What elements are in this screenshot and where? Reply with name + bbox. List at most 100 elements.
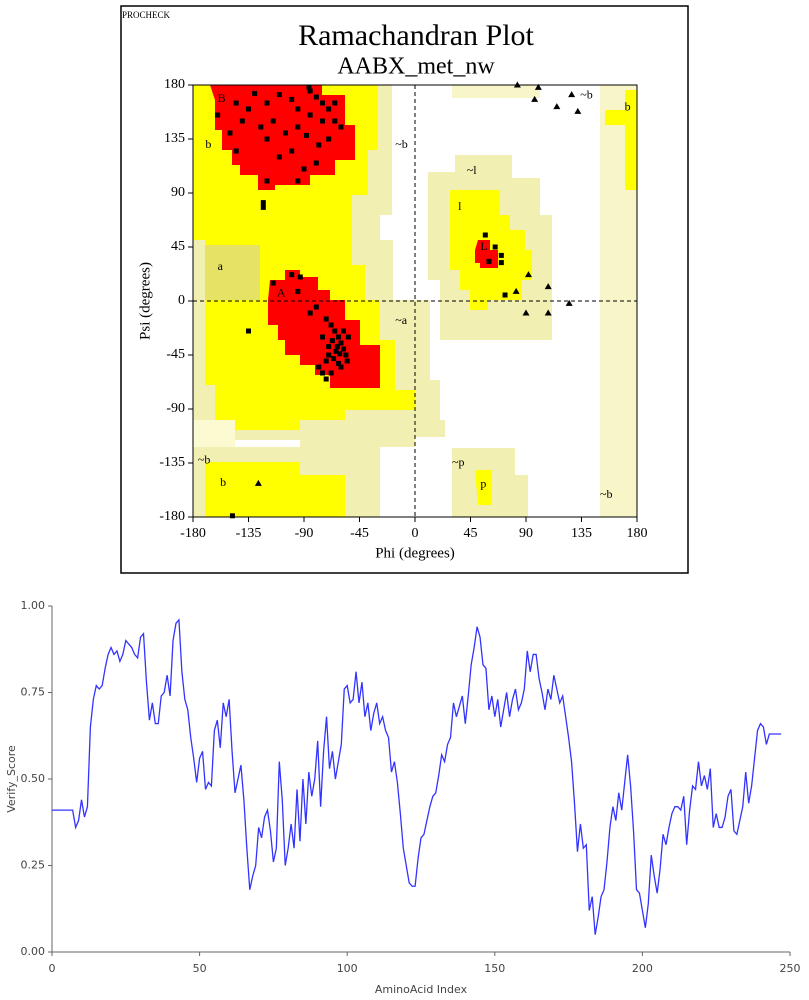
- x-tick-label: 150: [484, 962, 505, 975]
- residue-point: [306, 84, 312, 90]
- glycine-point: [553, 103, 561, 110]
- y-tick-label: 0.25: [21, 859, 46, 872]
- glycine-point: [254, 479, 262, 486]
- residue-point: [297, 274, 303, 280]
- residue-point: [498, 260, 504, 266]
- glycine-point: [544, 309, 552, 316]
- residue-point: [334, 344, 340, 350]
- score-line: [52, 618, 782, 935]
- residue-point: [337, 351, 343, 357]
- generous-region: [600, 440, 637, 517]
- glycine-point: [522, 309, 530, 316]
- region-label: b: [205, 137, 211, 151]
- residue-point: [323, 358, 329, 364]
- residue-point: [320, 100, 325, 106]
- residue-point: [295, 106, 301, 112]
- residue-point: [252, 90, 258, 96]
- residue-point: [332, 100, 338, 106]
- residue-point: [264, 100, 270, 106]
- y-axis-label: Psi (degrees): [137, 262, 153, 340]
- residue-point: [307, 112, 313, 118]
- residue-point: [323, 316, 329, 322]
- residue-point: [270, 280, 276, 286]
- glycine-point: [512, 287, 520, 294]
- allowed-region: [605, 90, 637, 190]
- y-tick-label: 0.75: [21, 686, 46, 699]
- residue-point: [295, 288, 301, 294]
- residue-point: [229, 513, 235, 519]
- region-label: p: [480, 476, 486, 490]
- chart-title: Ramachandran Plot: [298, 19, 534, 52]
- y-tick-label: 0: [178, 293, 185, 308]
- y-axis-label: Verify_Score: [5, 745, 18, 813]
- residue-point: [328, 370, 334, 376]
- residue-point: [289, 96, 295, 102]
- glycine-point: [544, 283, 552, 290]
- residue-point: [326, 344, 332, 350]
- region-label: ~b: [395, 137, 408, 151]
- residue-point: [316, 364, 322, 370]
- residue-point: [307, 310, 313, 316]
- x-axis-label: AminoAcid Index: [375, 983, 468, 996]
- x-tick-label: 50: [193, 962, 207, 975]
- region-label: b: [220, 475, 226, 489]
- core-region: [268, 270, 380, 388]
- region-label: L: [480, 239, 487, 253]
- residue-point: [313, 160, 319, 166]
- residue-point: [307, 88, 313, 94]
- x-tick-label: -135: [236, 526, 262, 541]
- y-tick-label: -90: [166, 401, 185, 416]
- x-tick-label: 0: [412, 526, 419, 541]
- residue-point: [260, 200, 266, 206]
- chart-subtitle: AABX_met_nw: [337, 54, 495, 80]
- region-label: ~b: [198, 452, 211, 466]
- glycine-point: [565, 299, 573, 306]
- residue-point: [246, 106, 251, 112]
- residue-point: [313, 94, 319, 100]
- residue-point: [295, 124, 301, 130]
- residue-point: [332, 118, 338, 124]
- residue-point: [340, 328, 346, 334]
- residue-point: [270, 118, 276, 124]
- residue-point: [233, 148, 239, 154]
- residue-point: [502, 292, 508, 298]
- x-tick-label: 45: [464, 526, 478, 541]
- residue-point: [316, 142, 322, 148]
- y-tick-label: -45: [166, 347, 185, 362]
- core-region: [475, 240, 498, 268]
- caption: PROCHECK: [122, 10, 171, 20]
- x-tick-label: 250: [780, 962, 801, 975]
- residue-point: [260, 204, 266, 210]
- region-label: ~b: [600, 487, 613, 501]
- glycine-point: [524, 271, 532, 278]
- y-tick-label: -180: [159, 509, 185, 524]
- residue-point: [328, 322, 334, 328]
- x-tick-label: 200: [632, 962, 653, 975]
- residue-point: [215, 112, 221, 118]
- residue-point: [345, 334, 351, 340]
- y-tick-label: 45: [171, 239, 185, 254]
- residue-point: [343, 352, 349, 358]
- region-label: A: [277, 286, 286, 300]
- y-tick-label: 90: [171, 185, 185, 200]
- residue-point: [338, 364, 344, 370]
- residue-point: [344, 358, 350, 364]
- residue-point: [326, 352, 332, 358]
- x-tick-label: 135: [571, 526, 592, 541]
- residue-point: [482, 232, 488, 238]
- residue-point: [289, 148, 295, 154]
- glycine-point: [534, 83, 542, 90]
- residue-point: [333, 348, 339, 354]
- residue-point: [323, 376, 329, 382]
- residue-point: [320, 118, 325, 124]
- residue-point: [283, 130, 288, 136]
- x-tick-label: 100: [337, 962, 358, 975]
- residue-point: [301, 166, 307, 172]
- region-label: ~b: [580, 88, 593, 102]
- x-axis-label: Phi (degrees): [375, 545, 455, 561]
- residue-point: [313, 304, 319, 310]
- residue-point: [338, 124, 344, 130]
- x-tick-label: 90: [519, 526, 533, 541]
- residue-point: [332, 328, 338, 334]
